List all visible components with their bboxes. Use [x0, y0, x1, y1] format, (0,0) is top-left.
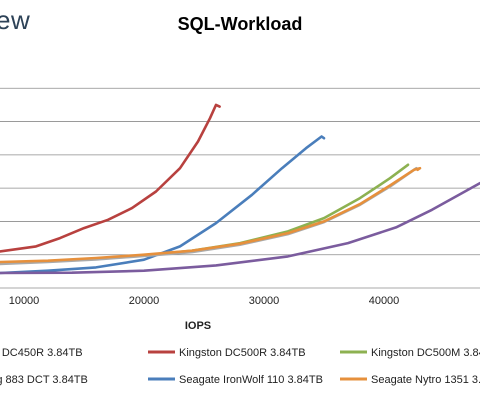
legend-label-0: Kingston DC450R 3.84TB: [0, 347, 83, 359]
legend-label-5: Seagate Nytro 1351 3.84TB: [371, 374, 480, 386]
legend: Kingston DC450R 3.84TB Kingston DC500R 3.…: [0, 347, 480, 386]
x-tick-label-1: 20000: [129, 295, 160, 307]
gridlines: [0, 87, 480, 289]
chart-title-text: SQL-Workload: [177, 14, 303, 34]
series-line-0: [0, 103, 221, 253]
legend-label-3: Samsung 883 DCT 3.84TB: [0, 374, 88, 386]
series-line-1: [0, 135, 326, 275]
x-tick-label-2: 30000: [249, 295, 280, 307]
chart-title: SQL-Workload: [0, 14, 480, 35]
series-lines: [0, 103, 480, 275]
legend-label-1: Kingston DC500R 3.84TB: [179, 347, 306, 359]
x-tick-label-0: 10000: [9, 295, 40, 307]
x-tick-label-3: 40000: [369, 295, 400, 307]
legend-label-2: Kingston DC500M 3.84TB: [371, 347, 480, 359]
series-line-5: [0, 181, 480, 275]
x-tick-labels: 10000 20000 30000 40000: [9, 295, 400, 307]
legend-label-4: Seagate IronWolf 110 3.84TB: [179, 374, 323, 386]
series-line-4: [0, 166, 422, 264]
x-axis-title: IOPS: [185, 320, 211, 332]
brand-logo-text: ew: [0, 5, 31, 35]
